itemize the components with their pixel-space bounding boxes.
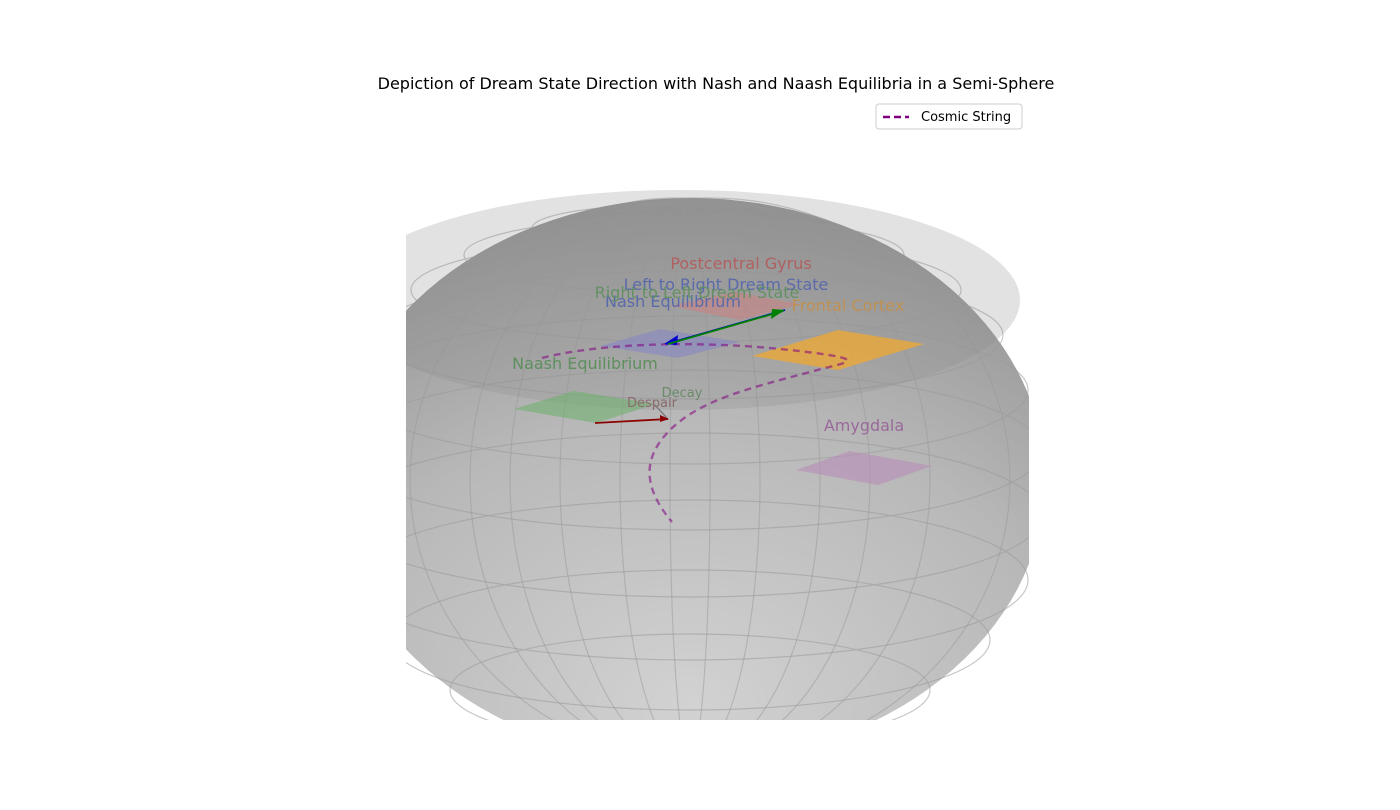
- label-amygdala: Amygdala: [824, 416, 904, 435]
- region-postcentral-gyrus: [670, 292, 800, 320]
- label-right-to-left: Right to Left Dream State: [595, 283, 800, 302]
- label-postcentral-gyrus: Postcentral Gyrus: [670, 254, 811, 273]
- region-naash-equilibrium: [514, 391, 656, 423]
- label-left-to-right: Left to Right Dream State: [624, 275, 829, 294]
- region-amygdala: [796, 451, 932, 485]
- chart-title: Depiction of Dream State Direction with …: [378, 74, 1055, 93]
- vector-decay: [654, 404, 668, 419]
- legend-label-cosmic-string: Cosmic String: [921, 110, 1011, 125]
- vector-right-to-left: [667, 310, 784, 345]
- label-naash-equilibrium: Naash Equilibrium: [512, 354, 658, 373]
- legend: Cosmic String: [875, 103, 1023, 130]
- vectors: [594, 309, 786, 424]
- label-nash-equilibrium: Nash Equilibrium: [605, 292, 741, 311]
- label-frontal-cortex: Frontal Cortex: [792, 296, 905, 315]
- sphere-longitude-lines: [409, 197, 1011, 720]
- vector-despair: [594, 418, 669, 424]
- region-frontal-cortex: [752, 330, 924, 370]
- legend-box: [875, 103, 1023, 130]
- region-labels: Postcentral Gyrus Frontal Cortex Nash Eq…: [512, 254, 904, 435]
- vector-despair-head: [660, 415, 669, 422]
- vector-labels: Left to Right Dream State Right to Left …: [595, 275, 829, 411]
- vector-right-to-left-head: [771, 309, 785, 319]
- label-despair: Despair: [627, 396, 678, 411]
- sphere-latitude-bands: [406, 197, 1029, 720]
- label-decay: Decay: [662, 386, 703, 401]
